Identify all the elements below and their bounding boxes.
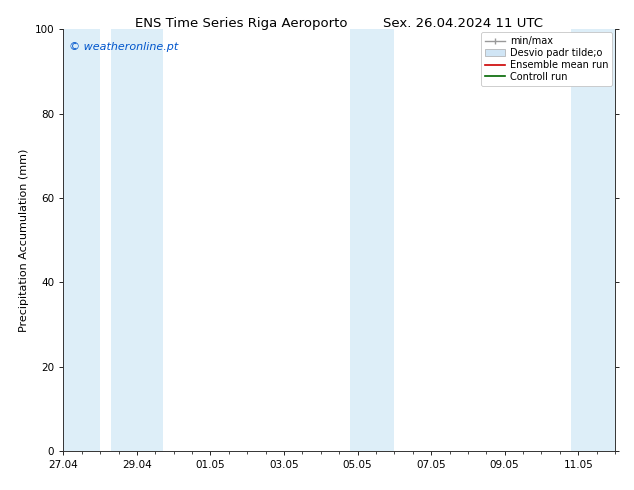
Legend: min/max, Desvio padr tilde;o, Ensemble mean run, Controll run: min/max, Desvio padr tilde;o, Ensemble m…: [481, 32, 612, 86]
Text: © weatheronline.pt: © weatheronline.pt: [69, 42, 178, 52]
Y-axis label: Precipitation Accumulation (mm): Precipitation Accumulation (mm): [19, 148, 29, 332]
Text: Sex. 26.04.2024 11 UTC: Sex. 26.04.2024 11 UTC: [383, 17, 543, 30]
Bar: [45, 29, 100, 451]
Bar: [111, 29, 163, 451]
Text: ENS Time Series Riga Aeroporto: ENS Time Series Riga Aeroporto: [134, 17, 347, 30]
Bar: [571, 29, 633, 451]
Bar: [350, 29, 394, 451]
